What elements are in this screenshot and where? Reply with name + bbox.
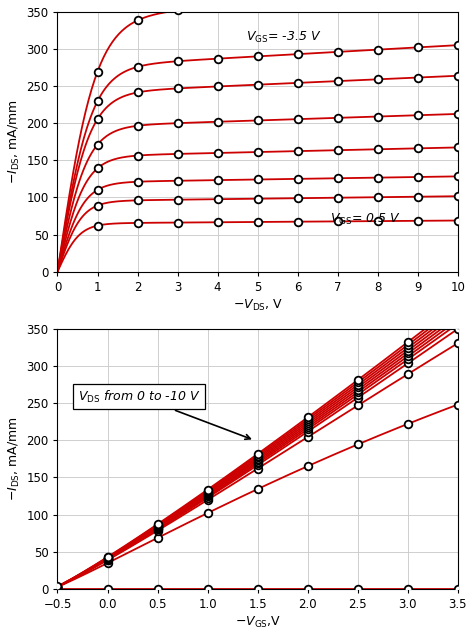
Text: $V_{\mathrm{GS}}$= 0.5 V: $V_{\mathrm{GS}}$= 0.5 V: [330, 212, 401, 227]
X-axis label: $-V_{\mathrm{DS}}$, V: $-V_{\mathrm{DS}}$, V: [233, 298, 283, 313]
Text: $V_{\mathrm{GS}}$= -3.5 V: $V_{\mathrm{GS}}$= -3.5 V: [246, 31, 321, 45]
Y-axis label: $-I_{\mathrm{DS}}$, mA/mm: $-I_{\mathrm{DS}}$, mA/mm: [7, 99, 22, 184]
X-axis label: $-V_{\mathrm{GS}}$,V: $-V_{\mathrm{GS}}$,V: [235, 615, 281, 630]
Y-axis label: $-I_{\mathrm{DS}}$, mA/mm: $-I_{\mathrm{DS}}$, mA/mm: [7, 417, 22, 501]
Text: $V_{\mathrm{DS}}$ from 0 to -10 V: $V_{\mathrm{DS}}$ from 0 to -10 V: [78, 389, 250, 440]
